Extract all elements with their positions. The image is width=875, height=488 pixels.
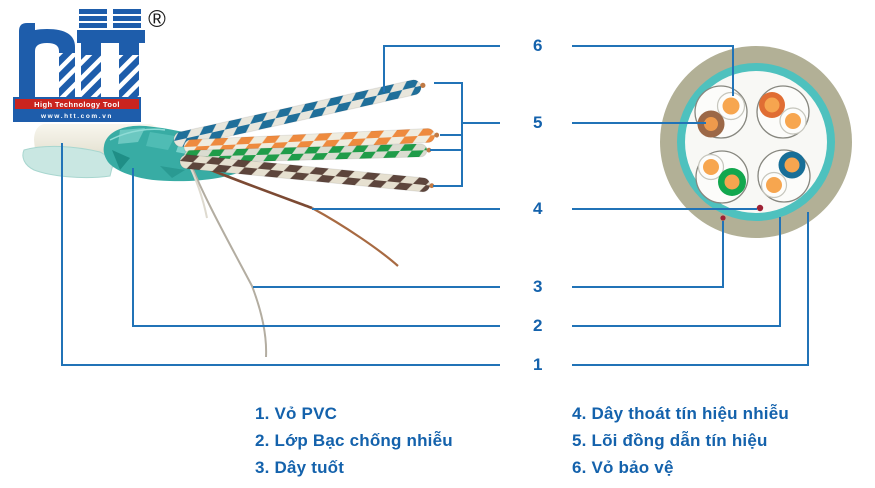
legend-item-1: 1. Vỏ PVC	[255, 404, 338, 423]
legend-item-6: 6. Vỏ bảo vệ	[572, 458, 674, 477]
section-pair-bottom-left	[695, 150, 749, 204]
letter-t2	[113, 9, 141, 97]
htt-logo: ® High Technology Tool www.htt.com.vn	[5, 3, 175, 131]
cable-cross-section	[660, 46, 852, 238]
callout-number-6: 6	[533, 36, 543, 55]
callout-line-3	[253, 221, 724, 288]
htt-logo-glyphs: ®	[19, 6, 166, 97]
section-pair-bottom-right	[757, 149, 811, 203]
section-pair-top-left	[694, 85, 748, 139]
legend-left-column: 1. Vỏ PVC 2. Lớp Bạc chống nhiễu 3. Dây …	[255, 405, 453, 477]
legend-item-4: 4. Dây thoát tín hiệu nhiễu	[572, 404, 789, 423]
legend-item-2: 2. Lớp Bạc chống nhiễu	[255, 431, 453, 450]
letter-h	[19, 23, 75, 97]
callout-number-2: 2	[533, 316, 543, 335]
twisted-pair-brown	[179, 154, 435, 193]
registered-mark: ®	[148, 6, 166, 33]
legend-item-3: 3. Dây tuốt	[255, 458, 345, 477]
callout-line-5	[430, 82, 706, 187]
cable-illustration	[22, 79, 440, 358]
t-crossbar	[77, 30, 145, 43]
callout-number-3: 3	[533, 277, 543, 296]
callout-line-1	[61, 143, 809, 366]
section-rip-cord-dot	[720, 215, 726, 221]
section-drain-wire-dot	[756, 204, 764, 212]
rip-cord-string	[188, 159, 268, 358]
callout-lines	[61, 45, 809, 366]
logo-tagline: High Technology Tool	[13, 97, 141, 111]
callout-number-4: 4	[533, 199, 543, 218]
section-pair-top-right	[756, 85, 810, 139]
legend-right-column: 4. Dây thoát tín hiệu nhiễu 5. Lõi đồng …	[572, 405, 789, 477]
callout-number-1: 1	[533, 355, 543, 374]
callout-number-5: 5	[533, 113, 543, 132]
letter-t1	[79, 9, 107, 97]
callout-line-6	[383, 45, 734, 96]
twisted-pair-blue	[173, 79, 426, 148]
logo-website: www.htt.com.vn	[13, 111, 141, 122]
callout-line-2	[132, 168, 781, 327]
legend-item-5: 5. Lõi đồng dẫn tín hiệu	[572, 431, 768, 450]
